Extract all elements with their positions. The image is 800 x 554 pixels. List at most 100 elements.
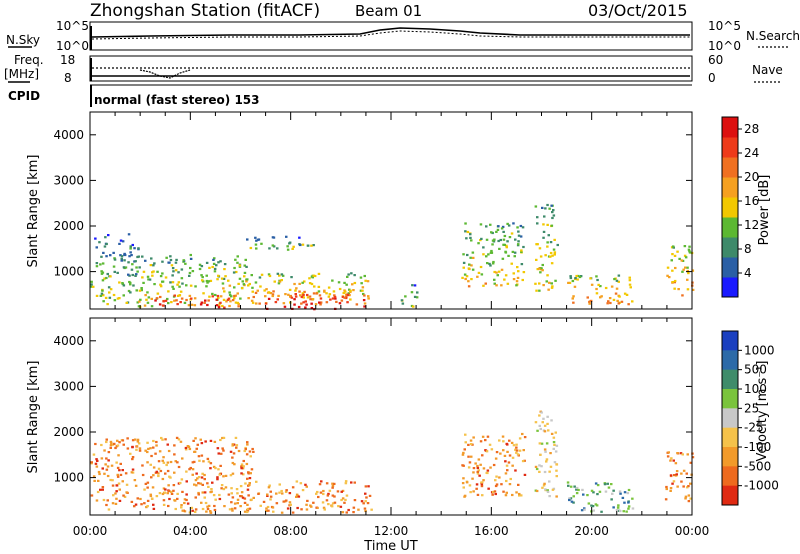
echo-cell — [121, 282, 125, 286]
echo-cell — [678, 257, 681, 260]
echo-cell — [465, 481, 469, 484]
echo-cell — [90, 461, 93, 464]
echo-cell — [322, 489, 325, 493]
echo-cell — [111, 443, 115, 446]
echo-cell — [206, 457, 210, 460]
echo-cell — [198, 459, 201, 462]
echo-cell — [500, 227, 504, 230]
echo-cell — [236, 292, 239, 295]
echo-cell — [541, 269, 544, 272]
echo-cell — [285, 489, 288, 492]
echo-cell — [166, 443, 169, 446]
echo-cell — [623, 501, 626, 504]
echo-cell — [331, 482, 334, 485]
echo-cell — [161, 280, 165, 283]
echo-cell — [491, 231, 494, 235]
echo-cell — [348, 288, 351, 291]
echo-cell — [489, 223, 492, 226]
echo-cell — [314, 303, 318, 306]
velocity-colorbar-label: Velocity [m s⁻¹] — [755, 361, 770, 462]
echo-cell — [96, 459, 99, 462]
colorbar-swatch — [722, 177, 738, 198]
echo-cell — [508, 439, 511, 442]
echo-cell — [167, 490, 171, 493]
echo-cell — [150, 297, 153, 300]
echo-cell — [246, 443, 249, 446]
echo-cell — [412, 305, 415, 308]
echo-cell — [177, 271, 180, 274]
echo-cell — [207, 485, 210, 488]
echo-cell — [343, 289, 346, 292]
echo-cell — [144, 294, 147, 297]
echo-cell — [223, 290, 226, 293]
echo-cell — [498, 247, 501, 250]
echo-cell — [203, 491, 207, 494]
echo-cell — [167, 484, 170, 487]
echo-cell — [107, 508, 111, 511]
echo-cell — [490, 231, 493, 234]
echo-cell — [194, 285, 197, 288]
echo-cell — [341, 511, 345, 514]
echo-cell — [136, 438, 140, 441]
echo-cell — [353, 274, 356, 277]
echo-cell — [103, 472, 106, 475]
echo-cell — [467, 466, 471, 469]
echo-cell — [477, 458, 481, 461]
echo-cell — [94, 442, 97, 446]
echo-cell — [316, 506, 319, 509]
echo-cell — [291, 247, 294, 250]
echo-cell — [482, 246, 485, 249]
echo-cell — [510, 441, 514, 444]
echo-cell — [140, 503, 143, 506]
echo-cell — [502, 230, 505, 233]
echo-cell — [305, 303, 308, 306]
colorbar-swatch — [722, 369, 738, 390]
echo-cell — [404, 295, 407, 298]
echo-cell — [686, 486, 689, 489]
echo-cell — [317, 290, 321, 293]
echo-cell — [127, 233, 131, 236]
echo-cell — [304, 483, 307, 486]
echo-cell — [500, 268, 504, 271]
echo-cell — [506, 282, 510, 285]
echo-cell — [666, 266, 670, 269]
echo-cell — [129, 245, 132, 248]
echo-cell — [134, 503, 138, 506]
echo-cell — [609, 301, 612, 305]
echo-cell — [501, 257, 505, 260]
echo-cell — [164, 299, 168, 302]
echo-cell — [114, 492, 117, 495]
echo-cell — [667, 451, 670, 454]
echo-cell — [617, 280, 620, 283]
echo-cell — [135, 445, 139, 448]
echo-cell — [95, 265, 99, 268]
echo-cell — [133, 479, 137, 482]
echo-cell — [684, 497, 687, 500]
echo-cell — [556, 243, 559, 247]
echo-cell — [234, 436, 238, 439]
echo-cell — [217, 304, 221, 307]
echo-cell — [362, 292, 365, 296]
echo-cell — [331, 494, 335, 497]
echo-cell — [574, 277, 577, 280]
echo-cell — [495, 230, 498, 233]
echo-cell — [626, 492, 630, 495]
echo-cell — [199, 303, 203, 306]
echo-cell — [607, 486, 611, 489]
echo-cell — [99, 294, 103, 297]
echo-cell — [353, 499, 357, 502]
nsearch-trace — [91, 30, 690, 40]
echo-cell — [518, 437, 522, 440]
echo-cell — [344, 482, 348, 485]
echo-cell — [549, 255, 552, 258]
echo-cell — [286, 245, 289, 248]
echo-cell — [512, 278, 516, 281]
echo-cell — [538, 414, 541, 417]
echo-cell — [664, 498, 668, 501]
echo-cell — [194, 437, 197, 440]
echo-cell — [519, 235, 523, 238]
echo-cell — [498, 439, 501, 442]
echo-cell — [470, 264, 473, 267]
echo-cell — [119, 239, 123, 242]
echo-cell — [553, 461, 557, 464]
